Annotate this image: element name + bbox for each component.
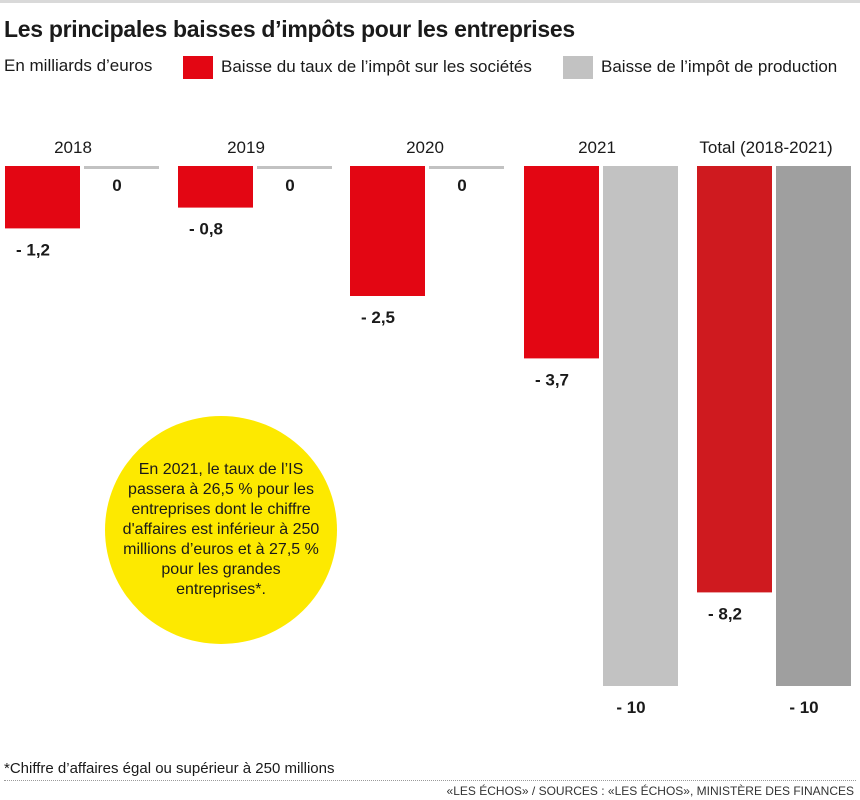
bar-chart: 2018 - 1,2 0 2019 - 0,8 0 2020 - 2,5 0 2021 - 3,7 -… (5, 138, 851, 717)
category-label: Total (2018-2021) (699, 138, 832, 157)
bar-value-label: 0 (112, 176, 121, 195)
bar-value-label: 0 (285, 176, 294, 195)
bar-value-label: 0 (457, 176, 466, 195)
category-label: 2018 (54, 138, 92, 157)
category-label: 2019 (227, 138, 265, 157)
bar-value-label: - 8,2 (708, 604, 742, 623)
source-credit: «LES ÉCHOS» / SOURCES : «LES ÉCHOS», MIN… (446, 784, 854, 798)
footnote: *Chiffre d’affaires égal ou supérieur à … (4, 760, 335, 777)
legend-item-is: Baisse du taux de l’impôt sur les sociét… (183, 54, 532, 80)
chart-title: Les principales baisses d’impôts pour le… (4, 16, 575, 42)
category-label: 2021 (578, 138, 616, 157)
legend: En milliards d’euros Baisse du taux de l… (0, 54, 860, 80)
bar-production (429, 166, 504, 169)
bar-value-label: - 0,8 (189, 220, 223, 239)
legend-swatch-red (183, 55, 213, 79)
callout-text: En 2021, le taux de l’IS passera à 26,5 … (122, 461, 320, 598)
legend-label-production: Baisse de l’impôt de production (601, 57, 838, 76)
category-label: 2020 (406, 138, 444, 157)
bar-is (5, 166, 80, 229)
legend-item-production: Baisse de l’impôt de production (563, 54, 837, 80)
bar-production (776, 166, 851, 686)
bar-is (524, 166, 599, 359)
bar-production (84, 166, 159, 169)
bar-is (350, 166, 425, 296)
bar-is (178, 166, 253, 208)
bar-production (603, 166, 678, 686)
bar-value-label: - 1,2 (16, 240, 50, 259)
legend-label-is: Baisse du taux de l’impôt sur les sociét… (221, 57, 532, 76)
bar-value-label: - 10 (616, 698, 645, 717)
bar-is (697, 166, 772, 593)
bar-value-label: - 10 (789, 698, 818, 717)
bar-production (257, 166, 332, 169)
bar-value-label: - 3,7 (535, 370, 569, 389)
footer-rule (4, 780, 856, 781)
legend-swatch-grey (563, 55, 593, 79)
unit-label: En milliards d’euros (4, 56, 153, 75)
callout-bubble: En 2021, le taux de l’IS passera à 26,5 … (105, 416, 337, 644)
top-rule (0, 0, 860, 3)
bar-value-label: - 2,5 (361, 308, 395, 327)
